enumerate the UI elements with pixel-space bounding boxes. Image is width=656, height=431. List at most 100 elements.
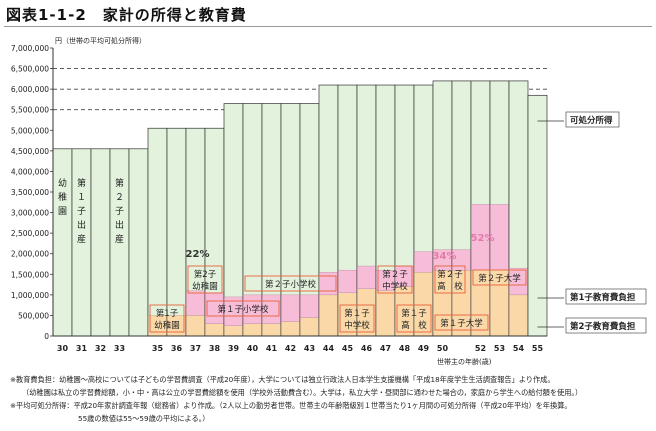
y-tick-label-14: 7,000,000 <box>11 44 49 53</box>
x-tick-label-30: 30 <box>57 344 69 353</box>
y-tick-label-13: 6,500,000 <box>11 65 49 74</box>
child1-bar-44 <box>319 294 338 337</box>
vertical-label-0-char-1: 稚 <box>58 192 67 203</box>
stage-box-8 <box>434 314 489 331</box>
vertical-label-1-char-4: 産 <box>77 233 86 245</box>
note-line-1: ※教育費負担：幼稚園～高校については子どもの学習費調査（平成20年度），大学につ… <box>10 375 555 384</box>
vertical-label-2-char-3: 出 <box>115 219 124 231</box>
x-tick-label-45: 45 <box>342 344 354 353</box>
y-tick-label-12: 6,000,000 <box>11 85 49 94</box>
x-tick-label-37: 37 <box>190 344 201 353</box>
y-tick-label-1: 500,000 <box>18 311 49 320</box>
stage-box-1 <box>187 265 223 294</box>
child2-bar-54 <box>509 267 528 296</box>
x-axis-label: 世帯主の年齢(歳) <box>437 357 492 366</box>
y-tick-label-7: 3,500,000 <box>11 188 49 197</box>
child2-bar-51 <box>452 249 471 271</box>
stage-label-9-line-0: 第２子大学 <box>478 273 521 284</box>
child2-bar-37 <box>186 290 205 316</box>
figure-title: 図表1-1-2 家計の所得と教育費 <box>6 6 247 24</box>
income-bar-34 <box>128 148 149 337</box>
stage-label-4-line-0: 第１子 <box>344 308 370 319</box>
stage-label-3-line-0: 第２子小学校 <box>265 279 317 290</box>
y-tick-label-9: 4,500,000 <box>11 147 49 156</box>
child2-bar-42 <box>281 294 300 322</box>
child1-bar-38 <box>205 323 224 337</box>
child2-bar-45 <box>338 269 357 293</box>
y-tick-label-0: 0 <box>44 332 49 341</box>
x-tick-label-48: 48 <box>399 344 411 353</box>
stage-box-4 <box>339 304 375 333</box>
vertical-label-1-char-3: 出 <box>77 219 86 231</box>
legend-box-2 <box>565 317 647 334</box>
vertical-label-1-char-0: 第 <box>77 177 86 189</box>
child2-bar-41 <box>262 294 281 324</box>
child2-bar-44 <box>319 272 338 296</box>
income-bar-30 <box>52 148 73 337</box>
y-tick-label-11: 5,500,000 <box>11 106 49 115</box>
stage-label-7-line-0: 第２子 <box>437 269 463 280</box>
x-tick-label-31: 31 <box>76 344 88 353</box>
vertical-label-2-char-0: 第 <box>115 177 124 189</box>
x-tick-label-50: 50 <box>437 344 449 353</box>
x-tick-label-54: 54 <box>513 344 525 353</box>
x-tick-label-53: 53 <box>494 344 505 353</box>
child1-bar-41 <box>262 323 281 337</box>
x-tick-label-46: 46 <box>361 344 373 353</box>
child1-bar-43 <box>300 317 319 337</box>
income-bar-32 <box>90 148 111 337</box>
legend-label-2: 第2子教育費負担 <box>570 321 636 332</box>
title-divider <box>4 26 652 27</box>
x-tick-label-44: 44 <box>323 344 335 353</box>
vertical-label-1-char-1: １ <box>77 193 86 203</box>
y-tick-label-6: 3,000,000 <box>11 209 49 218</box>
y-tick-label-5: 2,500,000 <box>11 229 49 238</box>
stage-box-0 <box>149 304 185 333</box>
child2-bar-43 <box>300 294 319 318</box>
y-tick-label-10: 5,000,000 <box>11 126 49 135</box>
percent-label-2: 52% <box>471 233 495 244</box>
note-line-2: （幼稚園は私立の学習費総額，小・中・高は公立の学習費総額を使用（学校外活動費含む… <box>22 388 583 397</box>
stage-label-2-line-0: 第１子小学校 <box>217 304 269 315</box>
y-axis-label: 円（世帯の平均可処分所得） <box>55 36 146 45</box>
vertical-label-2-char-4: 産 <box>115 233 124 245</box>
legend-label-1: 第1子教育費負担 <box>570 292 636 303</box>
legend-box-1 <box>565 288 647 305</box>
x-tick-label-32: 32 <box>95 344 106 353</box>
stage-box-9 <box>472 269 527 286</box>
y-tick-label-8: 4,000,000 <box>11 167 49 176</box>
child1-bar-47 <box>376 290 395 337</box>
x-tick-label-36: 36 <box>171 344 183 353</box>
child1-bar-39 <box>224 325 243 337</box>
percent-label-1: 34% <box>433 251 457 262</box>
x-tick-label-55: 55 <box>532 344 544 353</box>
vertical-label-1-char-2: 子 <box>77 206 86 217</box>
y-tick-label-4: 2,000,000 <box>11 250 49 259</box>
child1-bar-37 <box>186 315 205 337</box>
x-tick-label-35: 35 <box>152 344 164 353</box>
percent-label-0: 22% <box>186 249 210 260</box>
stage-box-3 <box>244 275 337 292</box>
stage-label-5-line-0: 第２子 <box>382 269 408 280</box>
y-tick-label-3: 1,500,000 <box>11 270 49 279</box>
child2-bar-39 <box>224 296 243 326</box>
child2-bar-46 <box>357 265 376 289</box>
x-tick-label-41: 41 <box>266 344 278 353</box>
stage-label-0-line-1: 幼稚園 <box>154 320 180 331</box>
stage-label-1-line-0: 第2子 <box>194 269 217 280</box>
stage-box-2 <box>206 300 280 317</box>
stage-label-5-line-1: 中学校 <box>382 281 408 292</box>
stage-label-6-line-1: 高 校 <box>401 320 427 331</box>
x-tick-label-52: 52 <box>475 344 486 353</box>
note-line-4: 55歳の数値は55～59歳の平均による。） <box>78 414 210 423</box>
x-tick-label-38: 38 <box>209 344 221 353</box>
x-tick-label-47: 47 <box>380 344 391 353</box>
stage-label-7-line-1: 高 校 <box>437 281 463 292</box>
child2-bar-47 <box>376 269 395 291</box>
child2-bar-50 <box>433 249 452 271</box>
stage-box-6 <box>396 304 432 333</box>
x-tick-label-39: 39 <box>228 344 240 353</box>
stage-box-7 <box>434 265 466 294</box>
y-tick-label-2: 1,000,000 <box>11 291 49 300</box>
